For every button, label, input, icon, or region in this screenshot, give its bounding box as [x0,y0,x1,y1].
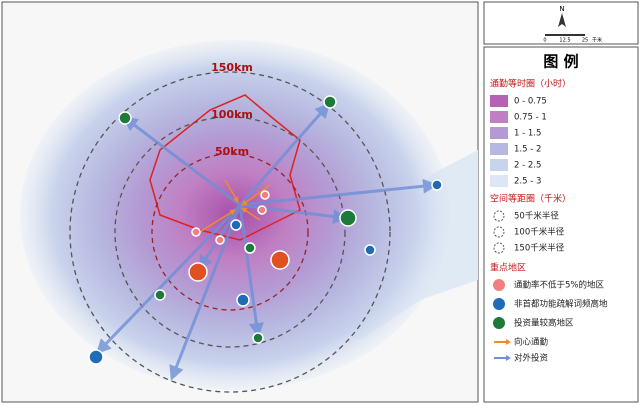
legend-swatch [490,143,508,155]
legend-ring [493,210,505,222]
legend-label: 1 - 1.5 [514,129,541,139]
legend-heading: 重点地区 [490,262,526,274]
legend-dot [493,298,505,310]
compass: N 0 12.5 25 千米 [483,1,639,45]
legend-label: 2.5 - 3 [514,177,541,187]
legend-label: 100千米半径 [514,227,565,238]
legend-swatch [490,159,508,171]
ring-label: 50km [215,145,249,158]
legend-label: 通勤率不低于5%的地区 [514,280,604,291]
legend-swatch [490,111,508,123]
legend-label: 50千米半径 [514,211,559,222]
ring-50 [151,153,309,311]
scale-label: 12.5 [559,38,570,44]
legend-title: 图 例 [543,53,578,71]
legend-swatch [490,95,508,107]
ring-label: 150km [211,61,253,74]
scale-label: 25 [582,38,588,44]
legend-label: 0 - 0.75 [514,97,547,107]
legend-label: 2 - 2.5 [514,161,541,171]
legend-heading: 空间等距圈（千米） [490,193,571,205]
legend-arrowhead [506,355,511,361]
legend-label: 0.75 - 1 [514,113,547,123]
ring-label: 100km [211,108,253,121]
legend-ring [493,242,505,254]
scale-label: 0 [543,38,546,44]
scale-label: 千米 [592,37,602,44]
legend-label: 投资量较高地区 [514,318,574,329]
legend-dot [493,317,505,329]
legend-swatch [490,175,508,187]
legend-heading: 通勤等时圈（小时） [490,78,571,90]
legend-dot [493,279,505,291]
legend-ring [493,226,505,238]
beijing-boundary [149,94,301,241]
ring-150 [69,71,391,393]
legend-arrowhead [506,339,511,345]
north-label: N [559,5,564,13]
legend-swatch [490,127,508,139]
legend: 图 例 通勤等时圈（小时） 0 - 0.75 0.75 - 1 1 - 1.5 1.5 … [483,46,639,403]
legend-label: 150千米半径 [514,243,565,254]
legend-label: 1.5 - 2 [514,145,541,155]
ring-100 [114,116,346,348]
legend-label: 非首都功能疏解词频高地 [514,299,608,310]
map: 150km 100km 50km [1,1,479,403]
legend-label: 向心通勤 [514,337,549,348]
legend-label: 对外投资 [514,353,549,364]
